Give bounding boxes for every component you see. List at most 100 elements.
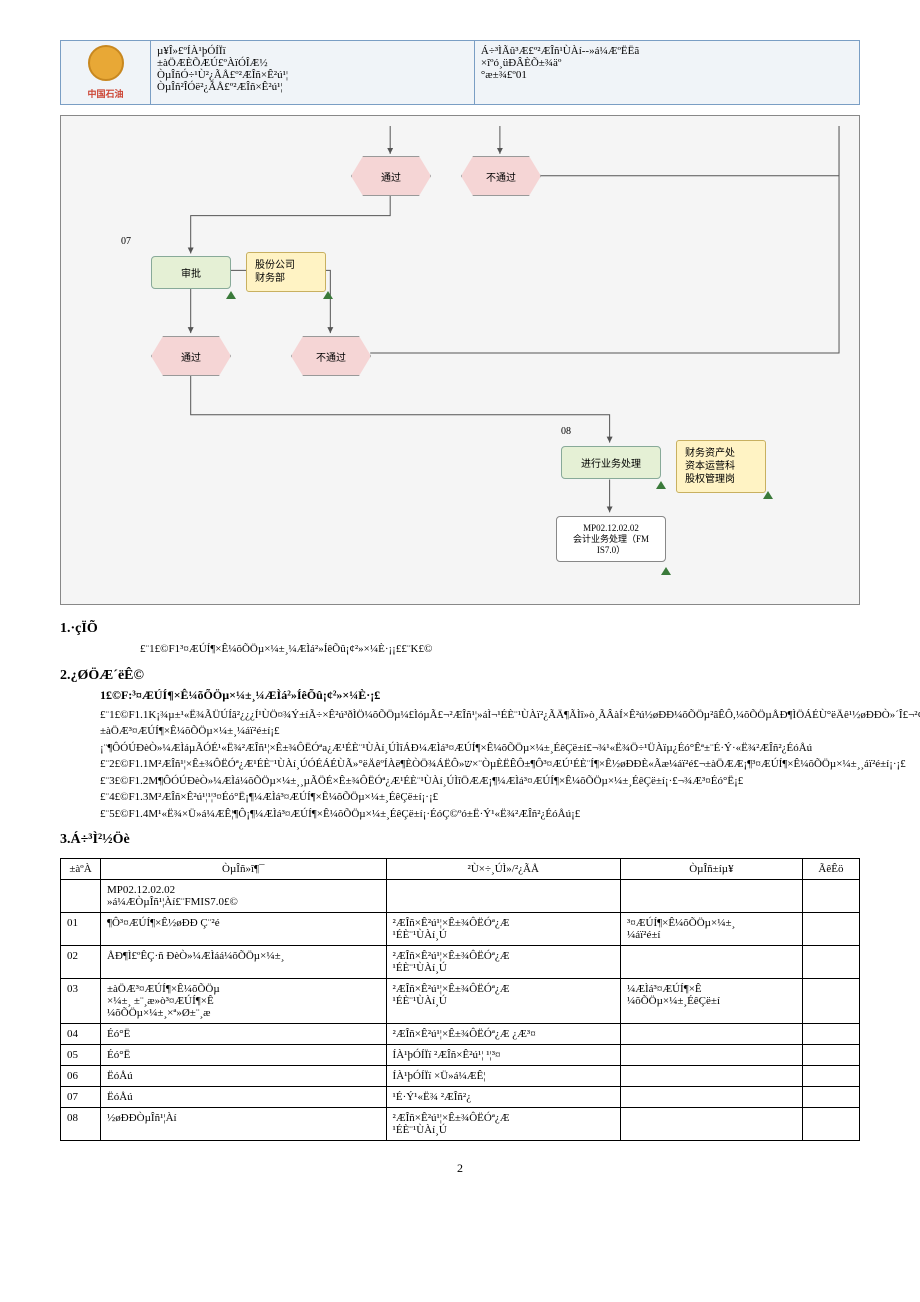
table-cell: Éó°Ë [101, 1024, 387, 1045]
note-asset-dept: 财务资产处 资本运营科 股权管理岗 [676, 440, 766, 493]
tree-icon [763, 488, 773, 503]
hdr-line: ÒµÎñ²ÎÓë²¿ÃÅ£º²ÆÎñ×Ê²ú¹¦ [157, 81, 468, 93]
table-row: MP02.12.02.02 »á¼ÆÒµÎñ¹¦Àí£¨FMIS7.0£© [61, 880, 860, 913]
label-07: 07 [121, 236, 131, 247]
section2-p2: £¨2£©F1.1M²ÆÎñ¹¦×Ê±¾ÔËÓª¿Æ¹ÉÈ¨¹ÙÀí¸ÚÓÉÁÉ… [100, 756, 860, 773]
table-cell: ²ÆÎñ×Ê²ú¹¦×Ê±¾ÔËÓª¿Æ ¹ÉÈ¨¹ÙÀí¸Ú [386, 913, 620, 946]
table-cell: ±àÖÆ³¤ÆÚÍ¶×Ê¼õÕÖµ ×¼±¸ ±¨¸æ»ò³¤ÆÚÍ¶×Ê ¼õ… [101, 979, 387, 1024]
label-08: 08 [561, 426, 571, 437]
step-process: 进行业务处理 [561, 446, 661, 479]
table-cell [802, 1066, 859, 1087]
table-cell [620, 1045, 802, 1066]
table-cell [802, 979, 859, 1024]
table-cell: Éó°Ë [101, 1045, 387, 1066]
table-cell: ³¤ÆÚÍ¶×Ê¼õÕÖµ×¼±¸ ¼áï²é±í [620, 913, 802, 946]
section2-title: 2.¿ØÖÆ´ëÊ© [60, 668, 860, 684]
tree-icon [656, 478, 666, 493]
hdr-line: µ¥Î»£ºÍÀ¹þÓÍÏï [157, 45, 468, 57]
table-row: 08½øÐÐÒµÎñ¹¦Àí²ÆÎñ×Ê²ú¹¦×Ê±¾ÔËÓª¿Æ ¹ÉÈ¨¹… [61, 1108, 860, 1141]
table-cell: ²ÆÎñ×Ê²ú¹¦×Ê±¾ÔËÓª¿Æ ¿Æ³¤ [386, 1024, 620, 1045]
table-cell [802, 1087, 859, 1108]
hdr-line: °æ±¾£º01 [481, 69, 853, 81]
tree-icon [661, 564, 671, 579]
header-table: 中国石油 µ¥Î»£ºÍÀ¹þÓÍÏï ±àÖÆÈÕÆÚ£ºÀïÓÎÆ½ ÒµÎ… [60, 40, 860, 105]
section2-p1: £¨1£©F1.1K¡¾µ±¹«Ë¾ÃÜÚÍâ²¿¿¿Í¹ÙÖ¤¾Ý±íÃ÷×Ê… [100, 707, 860, 757]
table-cell [802, 1045, 859, 1066]
th-form: ÒµÎñ±íµ¥ [620, 859, 802, 880]
table-cell [802, 946, 859, 979]
document-ref: MP02.12.02.02 会计业务处理（FM IS7.0） [556, 516, 666, 562]
cnpc-logo [81, 45, 131, 85]
table-cell: ²ÆÎñ×Ê²ú¹¦×Ê±¾ÔËÓª¿Æ ¹ÉÈ¨¹ÙÀí¸Ú [386, 946, 620, 979]
table-cell: MP02.12.02.02 »á¼ÆÒµÎñ¹¦Àí£¨FMIS7.0£© [101, 880, 387, 913]
section3-title: 3.Á÷³Ì²½Öè [60, 832, 860, 848]
table-cell [61, 880, 101, 913]
table-cell: 08 [61, 1108, 101, 1141]
page-number: 2 [60, 1161, 860, 1176]
table-cell [386, 880, 620, 913]
flowchart-area: 通过 不通过 07 审批 股份公司 财务部 通过 不通过 08 进行业务处理 财… [60, 115, 860, 605]
tree-icon [226, 288, 236, 303]
table-cell: ËóÅú [101, 1087, 387, 1108]
logo-text: 中国石油 [67, 87, 144, 100]
decision-nopass-top: 不通过 [461, 156, 541, 196]
table-cell [802, 913, 859, 946]
hdr-line: ÒµÎñÓ÷¹Ù²¿ÃÅ£º²ÆÎñ×Ê²ú¹¦ [157, 69, 468, 81]
table-row: 06ËóÅúÍÀ¹þÓÍÏï ×Ü»á¼ÆÊ¦ [61, 1066, 860, 1087]
hdr-line: ×îºó¸üÐÂÈÕ±¾äº [481, 57, 853, 69]
table-cell: 05 [61, 1045, 101, 1066]
table-cell: ÍÀ¹þÓÍÏï ×Ü»á¼ÆÊ¦ [386, 1066, 620, 1087]
note-finance-dept: 股份公司 财务部 [246, 252, 326, 292]
table-cell [620, 880, 802, 913]
tree-icon [323, 288, 333, 303]
table-row: 01¶Ô³¤ÆÚÍ¶×Ê½øÐÐ Ç¨²é²ÆÎñ×Ê²ú¹¦×Ê±¾ÔËÓª¿… [61, 913, 860, 946]
table-cell [802, 880, 859, 913]
th-role: ²Ù×÷¸ÚÌ»/²¿ÃÅ [386, 859, 620, 880]
section1-title: 1.·çÏÕ [60, 621, 860, 637]
table-row: 07ËóÅú¹É·Ý¹«Ë¾ ²ÆÎñ²¿ [61, 1087, 860, 1108]
table-cell: ²ÆÎñ×Ê²ú¹¦×Ê±¾ÔËÓª¿Æ ¹ÉÈ¨¹ÙÀí¸Ú [386, 979, 620, 1024]
th-num: ±àºÀ [61, 859, 101, 880]
table-row: 02ÅÐ¶Ì£ºÊÇ·ñ ÐèÒ»¼ÆÌáá¼õÕÖµ×¼±¸²ÆÎñ×Ê²ú¹… [61, 946, 860, 979]
table-cell: ¼ÆÌá³¤ÆÚÍ¶×Ê ¼õÕÖµ×¼±¸ÉêÇë±í [620, 979, 802, 1024]
th-desc: ÃêÊö [802, 859, 859, 880]
th-activity: ÒµÎñ»î¶¯ [101, 859, 387, 880]
table-cell: 07 [61, 1087, 101, 1108]
section2-sub: 1£©F:³¤ÆÚÍ¶×Ê¼õÕÖµ×¼±¸¼ÆÌá²»ÍêÕû¡¢²»×¼È·… [100, 688, 860, 703]
section2-p5: £¨5£©F1.4M¹«Ë¾×Ü»á¼ÆÊ¦¶Ô¡¶¼ÆÌá³¤ÆÚÍ¶×Ê¼õ… [100, 806, 860, 823]
table-cell [620, 1024, 802, 1045]
table-row: 05Éó°ËÍÀ¹þÓÍÏï ²ÆÎñ×Ê²ú¹¦ ¹¦³¤ [61, 1045, 860, 1066]
decision-nopass-mid: 不通过 [291, 336, 371, 376]
table-cell [620, 1066, 802, 1087]
hdr-line: Á÷³ÌÃû³Æ£º²ÆÎñ¹ÙÀí--»á¼ÆºËËã [481, 45, 853, 57]
hdr-line: ±àÖÆÈÕÆÚ£ºÀïÓÎÆ½ [157, 57, 468, 69]
table-cell: ËóÅú [101, 1066, 387, 1087]
logo-cell: 中国石油 [61, 41, 151, 105]
header-col1: µ¥Î»£ºÍÀ¹þÓÍÏï ±àÖÆÈÕÆÚ£ºÀïÓÎÆ½ ÒµÎñÓ÷¹Ù… [151, 41, 475, 105]
steps-table: ±àºÀ ÒµÎñ»î¶¯ ²Ù×÷¸ÚÌ»/²¿ÃÅ ÒµÎñ±íµ¥ ÃêÊ… [60, 858, 860, 1141]
table-row: 04Éó°Ë²ÆÎñ×Ê²ú¹¦×Ê±¾ÔËÓª¿Æ ¿Æ³¤ [61, 1024, 860, 1045]
section1-body: £¨1£©F1³¤ÆÚÍ¶×Ê¼õÕÖµ×¼±¸¼ÆÌá²»ÍêÕû¡¢²»×¼… [140, 641, 860, 658]
table-cell: ¶Ô³¤ÆÚÍ¶×Ê½øÐÐ Ç¨²é [101, 913, 387, 946]
section2-p4: £¨4£©F1.3M²ÆÎñ×Ê²ú¹¦¹¦³¤Éó°Ë¡¶¼ÆÌá³¤ÆÚÍ¶… [100, 789, 860, 806]
decision-pass-mid: 通过 [151, 336, 231, 376]
table-cell: ÅÐ¶Ì£ºÊÇ·ñ ÐèÒ»¼ÆÌáá¼õÕÖµ×¼±¸ [101, 946, 387, 979]
table-cell: 03 [61, 979, 101, 1024]
table-cell: ½øÐÐÒµÎñ¹¦Àí [101, 1108, 387, 1141]
table-cell [620, 1108, 802, 1141]
table-cell [620, 1087, 802, 1108]
table-row: 03±àÖÆ³¤ÆÚÍ¶×Ê¼õÕÖµ ×¼±¸ ±¨¸æ»ò³¤ÆÚÍ¶×Ê … [61, 979, 860, 1024]
table-cell [620, 946, 802, 979]
table-cell: 04 [61, 1024, 101, 1045]
step-approve: 审批 [151, 256, 231, 289]
table-cell: 01 [61, 913, 101, 946]
table-cell: 02 [61, 946, 101, 979]
table-cell: ²ÆÎñ×Ê²ú¹¦×Ê±¾ÔËÓª¿Æ ¹ÉÈ¨¹ÙÀí¸Ú [386, 1108, 620, 1141]
table-cell: ÍÀ¹þÓÍÏï ²ÆÎñ×Ê²ú¹¦ ¹¦³¤ [386, 1045, 620, 1066]
header-col2: Á÷³ÌÃû³Æ£º²ÆÎñ¹ÙÀí--»á¼ÆºËËã ×îºó¸üÐÂÈÕ±… [474, 41, 859, 105]
table-cell [802, 1108, 859, 1141]
table-cell [802, 1024, 859, 1045]
decision-pass-top: 通过 [351, 156, 431, 196]
section2-p3: £¨3£©F1.2M¶ÔÓÚÐèÒ»¼ÆÌá¼õÕÖµ×¼±¸¸µÃÖÉ×Ê±¾… [100, 773, 860, 790]
table-cell: ¹É·Ý¹«Ë¾ ²ÆÎñ²¿ [386, 1087, 620, 1108]
